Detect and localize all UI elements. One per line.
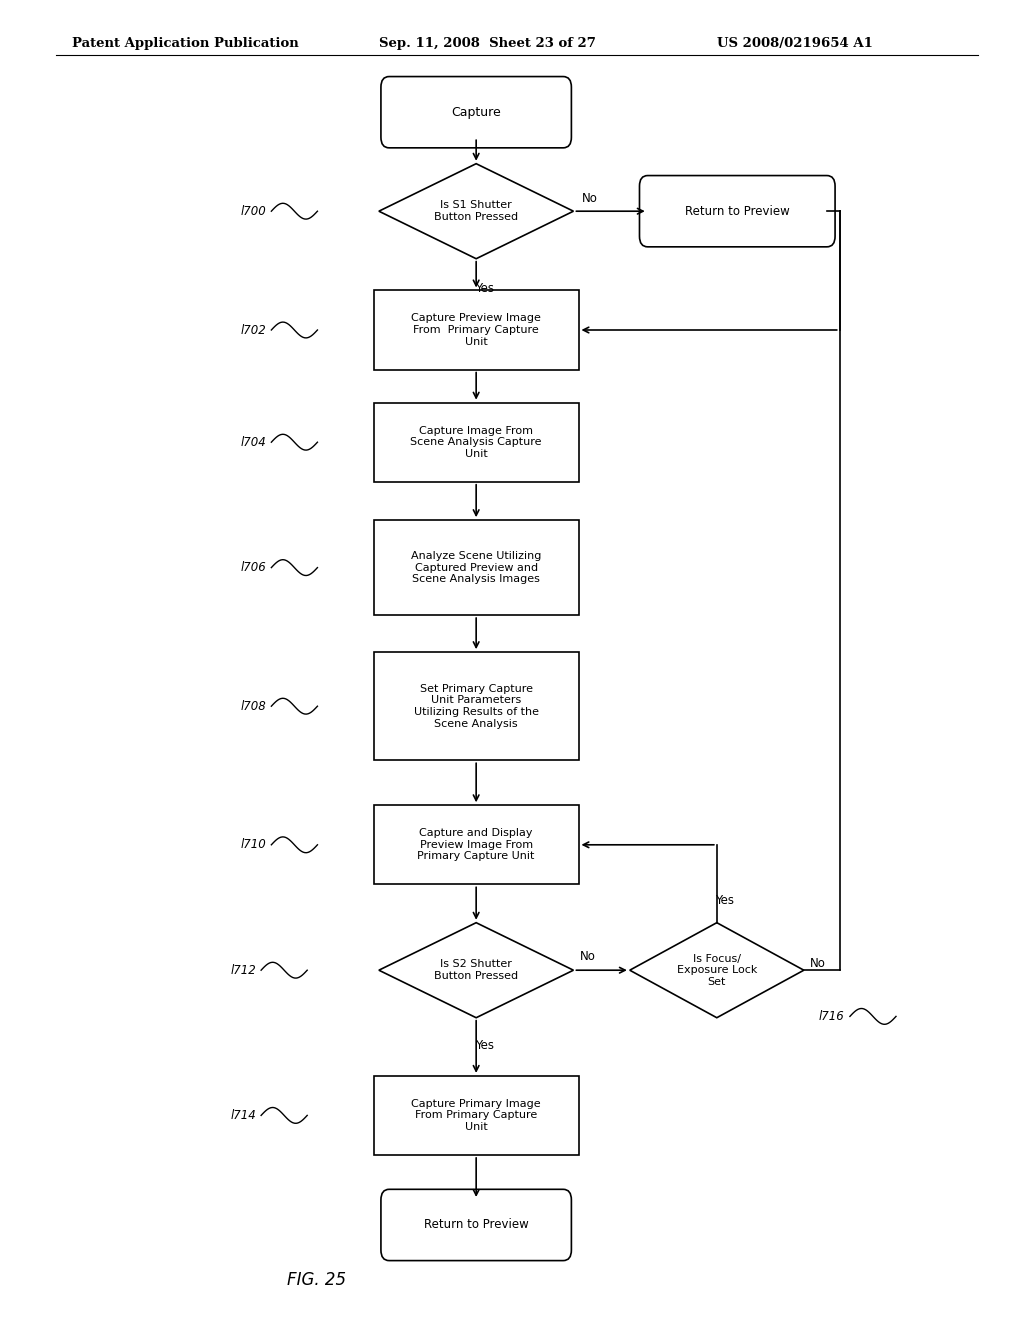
Bar <box>374 403 579 482</box>
Text: US 2008/0219654 A1: US 2008/0219654 A1 <box>717 37 872 50</box>
Text: FIG. 25: FIG. 25 <box>287 1271 346 1290</box>
Text: l714: l714 <box>230 1109 256 1122</box>
Text: No: No <box>810 957 826 970</box>
Polygon shape <box>379 164 573 259</box>
Bar <box>374 290 579 370</box>
Text: Return to Preview: Return to Preview <box>424 1218 528 1232</box>
Text: l702: l702 <box>241 323 266 337</box>
Polygon shape <box>630 923 804 1018</box>
Text: l700: l700 <box>241 205 266 218</box>
Text: Sep. 11, 2008  Sheet 23 of 27: Sep. 11, 2008 Sheet 23 of 27 <box>379 37 596 50</box>
Text: l706: l706 <box>241 561 266 574</box>
Text: l704: l704 <box>241 436 266 449</box>
Text: l712: l712 <box>230 964 256 977</box>
Bar <box>374 805 579 884</box>
Text: Analyze Scene Utilizing
Captured Preview and
Scene Analysis Images: Analyze Scene Utilizing Captured Preview… <box>411 550 542 585</box>
Bar <box>374 1076 579 1155</box>
Text: Capture and Display
Preview Image From
Primary Capture Unit: Capture and Display Preview Image From P… <box>418 828 535 862</box>
Text: Capture Primary Image
From Primary Capture
Unit: Capture Primary Image From Primary Captu… <box>412 1098 541 1133</box>
Text: Yes: Yes <box>475 282 494 296</box>
Text: Capture Image From
Scene Analysis Capture
Unit: Capture Image From Scene Analysis Captur… <box>411 425 542 459</box>
Text: Yes: Yes <box>716 894 734 907</box>
Text: l716: l716 <box>819 1010 845 1023</box>
Text: Patent Application Publication: Patent Application Publication <box>72 37 298 50</box>
FancyBboxPatch shape <box>381 77 571 148</box>
Text: Capture Preview Image
From  Primary Capture
Unit: Capture Preview Image From Primary Captu… <box>412 313 541 347</box>
Text: Yes: Yes <box>475 1039 494 1052</box>
Text: Is S1 Shutter
Button Pressed: Is S1 Shutter Button Pressed <box>434 201 518 222</box>
Polygon shape <box>379 923 573 1018</box>
Text: No: No <box>582 191 598 205</box>
Bar <box>374 652 579 760</box>
FancyBboxPatch shape <box>381 1189 571 1261</box>
Text: Capture: Capture <box>452 106 501 119</box>
Text: l708: l708 <box>241 700 266 713</box>
Text: Return to Preview: Return to Preview <box>685 205 790 218</box>
Text: Is Focus/
Exposure Lock
Set: Is Focus/ Exposure Lock Set <box>677 953 757 987</box>
Text: No: No <box>580 950 596 964</box>
Text: l710: l710 <box>241 838 266 851</box>
Text: Is S2 Shutter
Button Pressed: Is S2 Shutter Button Pressed <box>434 960 518 981</box>
FancyBboxPatch shape <box>639 176 835 247</box>
Bar <box>374 520 579 615</box>
Text: Set Primary Capture
Unit Parameters
Utilizing Results of the
Scene Analysis: Set Primary Capture Unit Parameters Util… <box>414 684 539 729</box>
